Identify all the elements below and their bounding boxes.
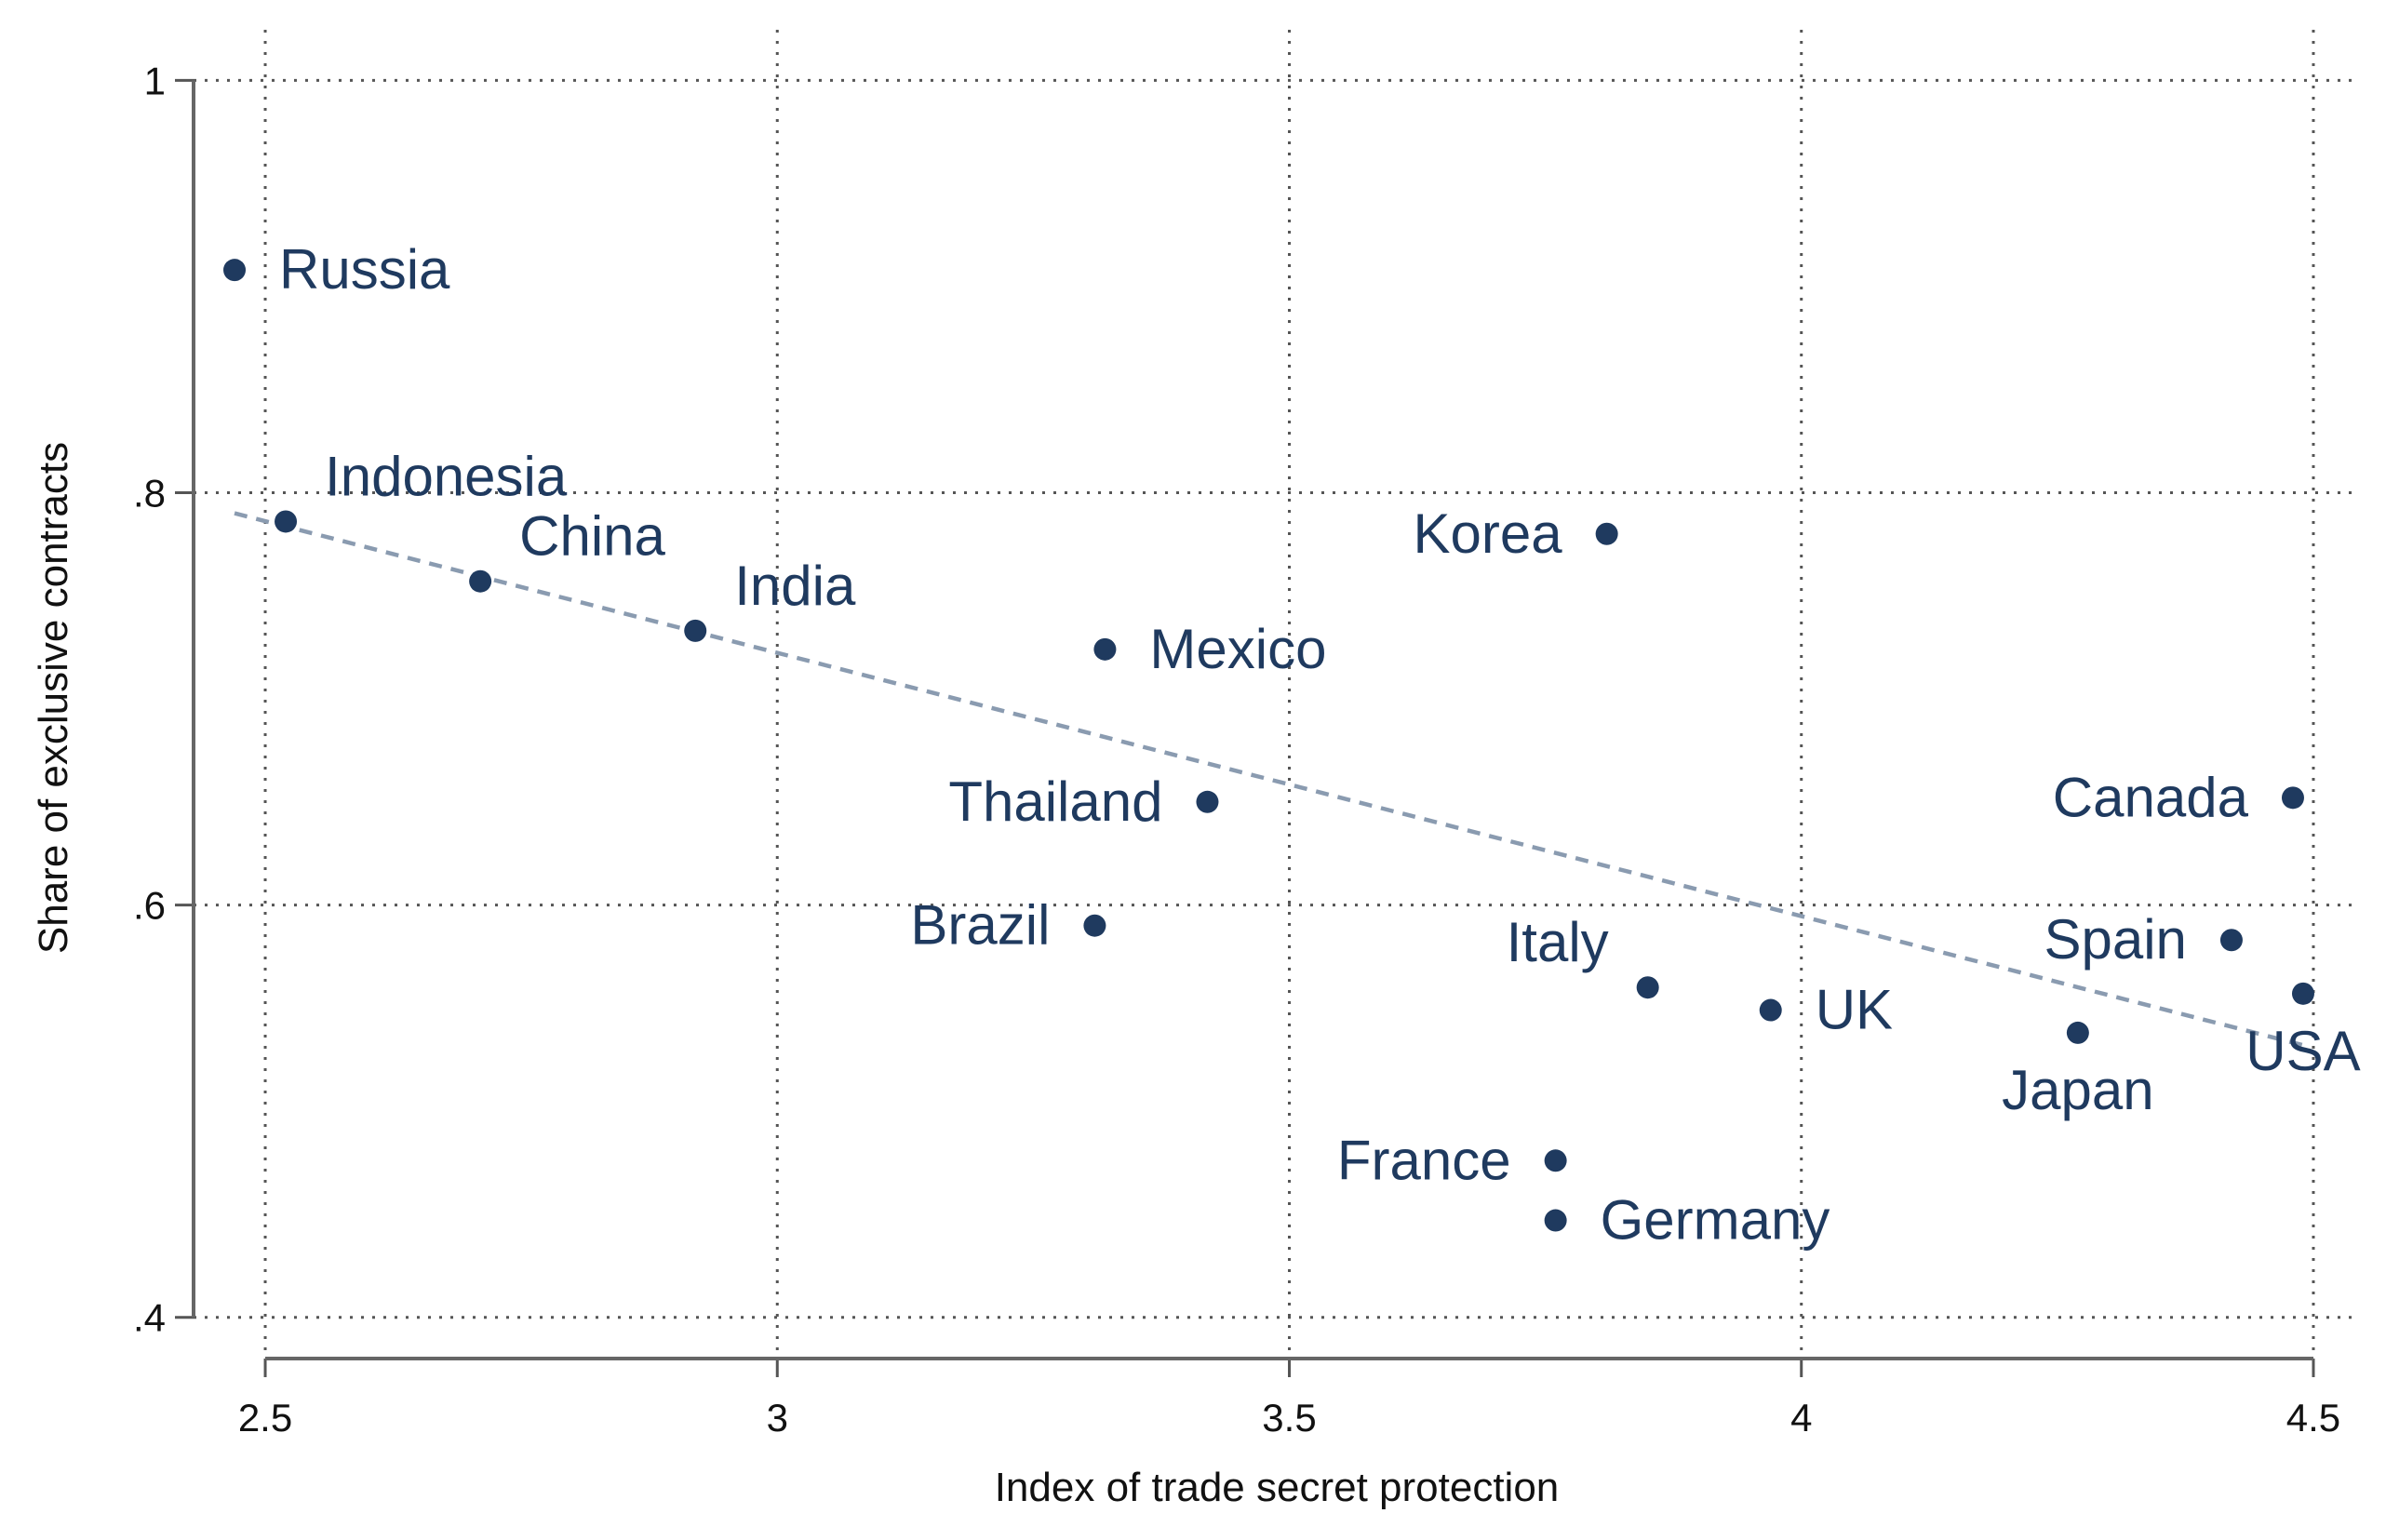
point-label: Japan [2002, 1059, 2153, 1121]
fit-line-group [234, 511, 2304, 1048]
fit-line [234, 511, 2304, 1048]
x-tick-label: 3.5 [1262, 1396, 1316, 1440]
point-label: Canada [2053, 766, 2249, 828]
y-tick-label: 1 [144, 59, 166, 102]
point-label: Spain [2044, 908, 2186, 971]
data-point [275, 510, 298, 533]
data-point [1595, 522, 1618, 545]
x-axis-label: Index of trade secret protection [995, 1465, 1560, 1510]
grid [194, 30, 2354, 1359]
y-tick-label: .4 [133, 1296, 166, 1340]
x-tick-label: 3 [767, 1396, 788, 1440]
point-label: Indonesia [325, 445, 568, 507]
point-label: Russia [279, 238, 450, 301]
point-label: India [734, 555, 856, 617]
data-point [1544, 1209, 1567, 1232]
x-tick-label: 2.5 [238, 1396, 292, 1440]
y-axis-label: Share of exclusive contracts [31, 442, 76, 954]
point-label: USA [2245, 1020, 2360, 1082]
point-label: Germany [1601, 1189, 1830, 1252]
data-point [1636, 976, 1659, 999]
data-point [2066, 1021, 2089, 1044]
point-label: Korea [1414, 502, 1563, 565]
point-label: France [1337, 1129, 1511, 1191]
data-point [2291, 982, 2314, 1005]
data-point [1196, 790, 1219, 813]
data-point [469, 569, 492, 593]
point-label: China [519, 505, 665, 568]
axes: .4 .6 .8 1 2.5 3 3.5 4 4.5 [133, 59, 2340, 1440]
point-label: Thailand [948, 770, 1162, 833]
data-point [2219, 929, 2243, 952]
data-point [1093, 637, 1117, 661]
data-point [1083, 914, 1106, 937]
data-point [223, 259, 247, 282]
point-label: Mexico [1149, 618, 1326, 680]
y-tick-label: .6 [133, 884, 166, 928]
x-tick-label: 4.5 [2286, 1396, 2340, 1440]
point-label: Brazil [910, 894, 1050, 957]
point-label: UK [1816, 979, 1893, 1041]
data-point [1544, 1149, 1567, 1172]
x-tick-label: 4 [1790, 1396, 1812, 1440]
data-point [684, 619, 707, 642]
y-tick-label: .8 [133, 471, 166, 515]
point-label: Italy [1507, 911, 1609, 973]
data-point [2281, 786, 2304, 810]
data-points [223, 259, 2314, 1232]
data-point [1759, 998, 1782, 1022]
